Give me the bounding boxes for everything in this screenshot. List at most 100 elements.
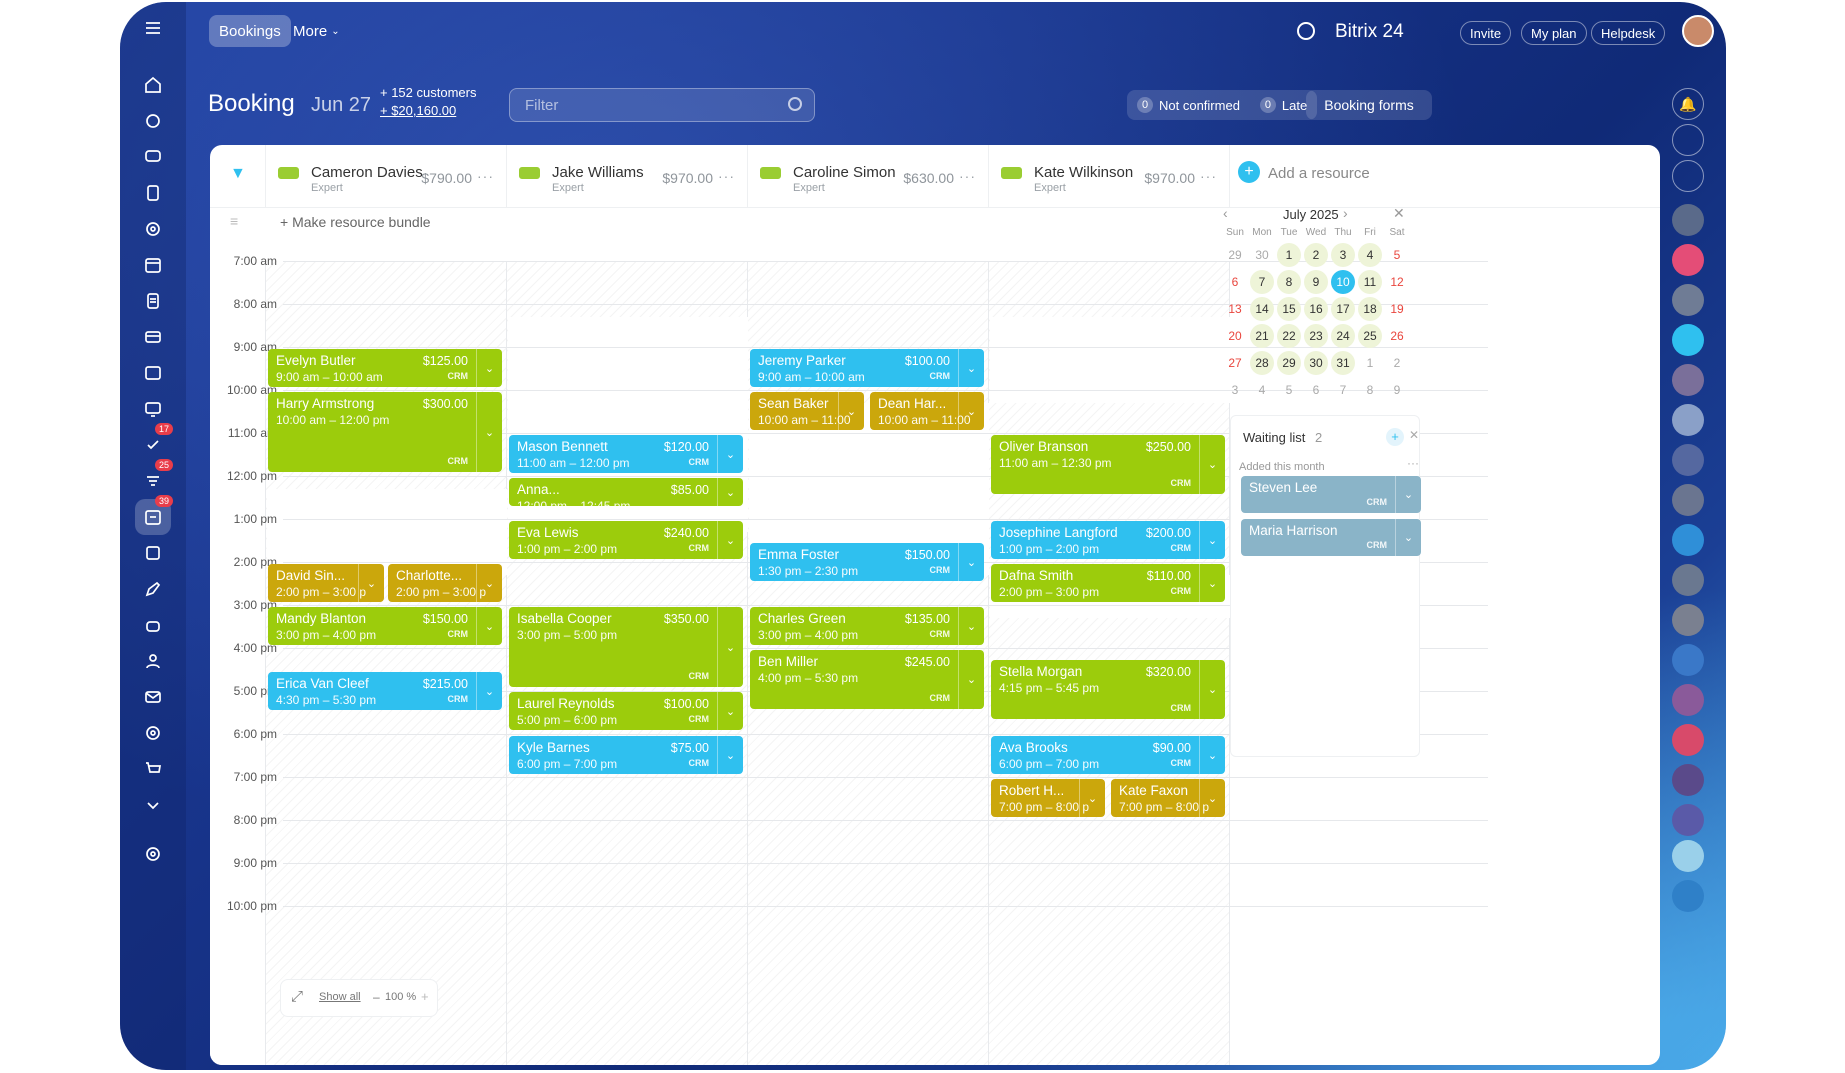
calendar-day[interactable]: 24 xyxy=(1331,324,1355,348)
booking-event[interactable]: Charlotte... 2:00 pm – 3:00 p ⌄ xyxy=(388,564,502,602)
booking-event[interactable]: Stella Morgan 4:15 pm – 5:45 pm $320.00 CRM… xyxy=(991,660,1225,719)
booking-event[interactable]: Kate Faxon 7:00 pm – 8:00 p ⌄ xyxy=(1111,779,1225,817)
calendar-day[interactable]: 27 xyxy=(1228,356,1242,370)
home-icon[interactable] xyxy=(135,67,171,103)
calendar-day[interactable]: 22 xyxy=(1277,324,1301,348)
booking-icon[interactable]: 39 xyxy=(135,495,173,535)
calendar-day[interactable]: 7 xyxy=(1250,270,1274,294)
chevron-down-icon[interactable]: ⌄ xyxy=(717,435,743,473)
chevron-down-icon[interactable]: ⌄ xyxy=(476,349,502,387)
chevron-right-icon[interactable]: › xyxy=(1343,205,1348,221)
chat-icon[interactable] xyxy=(1672,160,1704,192)
calendar-day[interactable]: 21 xyxy=(1250,324,1274,348)
chevron-down-icon[interactable]: ⌄ xyxy=(1395,519,1421,556)
chevron-down-icon[interactable]: ⌄ xyxy=(358,564,384,602)
avatar[interactable] xyxy=(1682,15,1714,47)
calendar-day[interactable]: 3 xyxy=(1231,383,1239,397)
calendar-day[interactable]: 12 xyxy=(1390,275,1404,289)
people-icon[interactable] xyxy=(135,643,171,679)
close-icon[interactable]: ✕ xyxy=(1393,205,1405,221)
calendar-day[interactable]: 18 xyxy=(1358,297,1382,321)
calendar-day[interactable]: 28 xyxy=(1250,351,1274,375)
show-all-link[interactable]: Show all xyxy=(319,991,361,1003)
calendar-day[interactable]: 5 xyxy=(1285,383,1293,397)
booking-event[interactable]: Oliver Branson 11:00 am – 12:30 pm $250.00… xyxy=(991,435,1225,494)
avatar[interactable] xyxy=(1672,564,1704,596)
more-icon[interactable]: ··· xyxy=(1407,456,1419,470)
zoom-out-button[interactable]: – xyxy=(373,990,380,1004)
goal-icon[interactable] xyxy=(135,715,171,751)
filter-input[interactable]: Filter xyxy=(509,88,815,122)
target-icon[interactable] xyxy=(135,211,171,247)
copilot-icon[interactable] xyxy=(1672,124,1704,156)
calendar-day[interactable]: 4 xyxy=(1258,383,1266,397)
avatar[interactable] xyxy=(1672,684,1704,716)
chat-app-icon[interactable] xyxy=(1672,324,1704,356)
avatar[interactable] xyxy=(1672,604,1704,636)
phone-icon[interactable] xyxy=(1672,444,1704,476)
more-icon[interactable]: ··· xyxy=(477,168,494,184)
customers-stat[interactable]: + 152 customers xyxy=(380,85,477,100)
calendar-day[interactable]: 29 xyxy=(1277,351,1301,375)
free-slot[interactable] xyxy=(267,489,507,575)
chevron-down-icon[interactable]: ⌄ xyxy=(476,564,502,602)
booking-event[interactable]: Dean Har... 10:00 am – 11:00 ⌄ xyxy=(870,392,984,430)
calendar-day[interactable]: 9 xyxy=(1393,383,1401,397)
calendar-day[interactable]: 4 xyxy=(1358,243,1382,267)
calendar-day[interactable]: 5 xyxy=(1393,248,1401,262)
avatar[interactable] xyxy=(1672,764,1704,796)
booking-event[interactable]: Laurel Reynolds 5:00 pm – 6:00 pm $100.00 C… xyxy=(509,692,743,730)
chevron-down-icon[interactable]: ⌄ xyxy=(476,392,502,472)
more-icon[interactable]: ··· xyxy=(1200,168,1217,184)
chat-icon[interactable] xyxy=(135,139,171,175)
chevron-down-icon[interactable]: ⌄ xyxy=(717,692,743,730)
calendar-day[interactable]: 13 xyxy=(1228,302,1242,316)
settings-icon[interactable] xyxy=(135,836,171,872)
avatar[interactable] xyxy=(1672,644,1704,676)
tasks-icon[interactable]: 17 xyxy=(135,423,173,463)
booking-event[interactable]: Dafna Smith 2:00 pm – 3:00 pm $110.00 CRM ⌄ xyxy=(991,564,1225,602)
zoom-in-button[interactable]: + xyxy=(421,989,429,1004)
chevron-down-icon[interactable]: ⌄ xyxy=(717,521,743,559)
avatar[interactable] xyxy=(1672,880,1704,912)
add-resource-button[interactable]: Add a resource xyxy=(1268,165,1370,182)
revenue-stat[interactable]: + $20,160.00 xyxy=(380,103,457,118)
not-confirmed-counter[interactable]: 0 Not confirmed 0 Late xyxy=(1127,90,1318,120)
chevron-down-icon[interactable]: ⌄ xyxy=(1199,521,1225,559)
resource-header[interactable]: Kate Wilkinson Expert $970.00 ··· xyxy=(989,145,1230,207)
calendar-day[interactable]: 31 xyxy=(1331,351,1355,375)
contact-icon[interactable] xyxy=(135,355,171,391)
calendar-icon[interactable] xyxy=(135,247,171,283)
chevron-down-icon[interactable]: ⌄ xyxy=(717,478,743,506)
calendar-day[interactable]: 6 xyxy=(1231,275,1239,289)
calendar-day[interactable]: 11 xyxy=(1358,270,1382,294)
booking-event[interactable]: Mason Bennett 11:00 am – 12:00 pm $120.00 C… xyxy=(509,435,743,473)
calendar-day[interactable]: 17 xyxy=(1331,297,1355,321)
more-icon[interactable]: ··· xyxy=(959,168,976,184)
helpdesk-button[interactable]: Helpdesk xyxy=(1591,21,1666,45)
bell-icon[interactable]: 🔔 xyxy=(1672,88,1704,120)
booking-event[interactable]: Emma Foster 1:30 pm – 2:30 pm $150.00 CRM ⌄ xyxy=(750,543,984,581)
calendar-day[interactable]: 1 xyxy=(1277,243,1301,267)
more-menu[interactable]: More ⌄ xyxy=(283,15,350,47)
mail-icon[interactable] xyxy=(135,679,171,715)
chevron-down-icon[interactable]: ⌄ xyxy=(958,650,984,709)
docs-icon[interactable] xyxy=(135,175,171,211)
chevron-down-icon[interactable]: ⌄ xyxy=(717,607,743,687)
resource-header[interactable]: Caroline Simon Expert $630.00 ··· xyxy=(748,145,989,207)
avatar[interactable] xyxy=(1672,364,1704,396)
expand-icon[interactable]: ⤢ xyxy=(291,988,304,1005)
waiting-item[interactable]: Steven Lee CRM ⌄ xyxy=(1241,476,1421,513)
robot-icon[interactable] xyxy=(135,607,171,643)
chevron-down-icon[interactable]: ⌄ xyxy=(958,607,984,645)
collab-icon[interactable] xyxy=(135,103,171,139)
avatar[interactable] xyxy=(1672,840,1704,872)
calendar-day[interactable]: 29 xyxy=(1228,248,1242,262)
booking-event[interactable]: Josephine Langford 1:00 pm – 2:00 pm $200.… xyxy=(991,521,1225,559)
calendar-day[interactable]: 1 xyxy=(1366,356,1374,370)
avatar[interactable] xyxy=(1672,204,1704,236)
calendar-day[interactable]: 9 xyxy=(1304,270,1328,294)
chevron-down-icon[interactable] xyxy=(135,787,171,823)
calendar-day[interactable]: 6 xyxy=(1312,383,1320,397)
calendar-day[interactable]: 26 xyxy=(1390,329,1404,343)
